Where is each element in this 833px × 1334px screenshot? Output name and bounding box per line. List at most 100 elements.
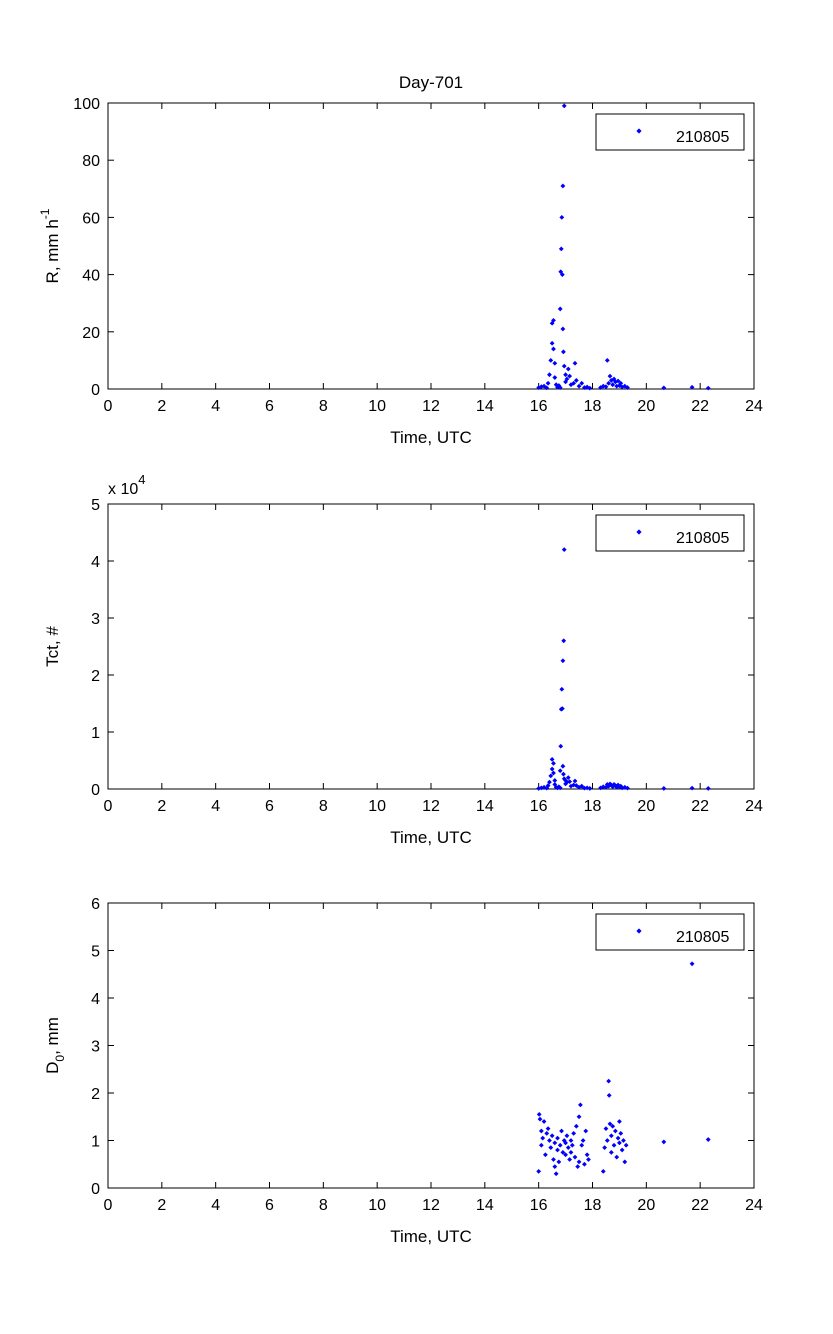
data-point bbox=[544, 1130, 550, 1136]
data-point bbox=[551, 760, 556, 766]
data-point bbox=[579, 380, 585, 386]
data-point bbox=[559, 706, 565, 712]
data-point bbox=[559, 215, 565, 220]
data-point bbox=[536, 1111, 542, 1117]
legend: 210805 bbox=[595, 913, 745, 951]
data-point bbox=[619, 1147, 625, 1153]
data-point bbox=[560, 763, 566, 769]
x-tick-label: 22 bbox=[691, 1197, 709, 1214]
x-axis-label: Time, UTC bbox=[390, 828, 472, 847]
x-tick-label: 24 bbox=[745, 798, 763, 815]
y-tick-label: 4 bbox=[91, 554, 100, 571]
x-tick-label: 4 bbox=[211, 1197, 220, 1214]
data-point bbox=[618, 380, 624, 386]
data-point bbox=[572, 1154, 578, 1160]
x-tick-label: 16 bbox=[530, 1197, 548, 1214]
data-point bbox=[572, 778, 578, 784]
x-tick-label: 0 bbox=[104, 798, 113, 815]
data-point bbox=[606, 1092, 612, 1098]
data-point bbox=[567, 779, 573, 784]
y-tick-label: 1 bbox=[91, 725, 100, 742]
x-tick-label: 14 bbox=[476, 398, 494, 415]
y-axis-label: D0, mm bbox=[43, 1017, 67, 1074]
x-tick-label: 22 bbox=[691, 398, 709, 415]
y-tick-label: 3 bbox=[91, 1039, 100, 1056]
data-point bbox=[582, 785, 587, 791]
data-point bbox=[565, 366, 571, 372]
x-tick-label: 18 bbox=[584, 398, 602, 415]
y-tick-label: 5 bbox=[91, 944, 100, 961]
x-axis-label: Time, UTC bbox=[390, 428, 472, 447]
legend-marker bbox=[636, 529, 642, 535]
x-axis-label: Time, UTC bbox=[390, 1227, 472, 1246]
y-axis-label-suffix: , mm bbox=[43, 1017, 62, 1055]
data-point bbox=[600, 1168, 606, 1174]
data-point bbox=[576, 1159, 582, 1165]
data-point bbox=[542, 1152, 548, 1158]
data-point bbox=[623, 1142, 629, 1148]
data-point bbox=[580, 1138, 586, 1143]
data-point bbox=[567, 373, 573, 379]
data-point bbox=[538, 1142, 544, 1148]
data-point bbox=[608, 1133, 614, 1139]
data-point bbox=[625, 785, 630, 791]
x-tick-label: 10 bbox=[368, 798, 386, 815]
data-point bbox=[548, 358, 554, 363]
data-point bbox=[559, 1128, 564, 1134]
data-point bbox=[607, 1121, 613, 1127]
x-tick-label: 24 bbox=[745, 398, 763, 415]
legend-marker bbox=[636, 928, 642, 934]
legend: 210805 bbox=[595, 113, 745, 151]
data-point bbox=[615, 1135, 621, 1141]
data-point bbox=[586, 1157, 591, 1162]
y-tick-label: 1 bbox=[91, 1134, 100, 1151]
x-tick-label: 20 bbox=[637, 398, 655, 415]
data-point bbox=[557, 385, 563, 390]
legend-label: 210805 bbox=[676, 929, 729, 946]
data-point bbox=[545, 380, 551, 386]
data-point bbox=[612, 1128, 618, 1134]
data-point bbox=[558, 246, 564, 252]
data-point bbox=[661, 385, 667, 391]
x-tick-label: 4 bbox=[211, 798, 220, 815]
y-tick-label: 0 bbox=[91, 382, 100, 399]
data-point bbox=[618, 1130, 624, 1136]
data-point bbox=[705, 385, 711, 391]
data-point bbox=[582, 385, 587, 390]
data-point bbox=[577, 1102, 583, 1108]
data-point bbox=[561, 547, 567, 552]
data-point bbox=[549, 766, 555, 772]
data-point bbox=[536, 1168, 542, 1174]
y-tick-label: 20 bbox=[82, 325, 100, 342]
data-point bbox=[551, 1157, 556, 1162]
x-tick-label: 10 bbox=[368, 398, 386, 415]
data-point bbox=[553, 1171, 559, 1177]
data-point bbox=[541, 1119, 547, 1124]
x-tick-label: 2 bbox=[157, 398, 166, 415]
y-tick-label: 100 bbox=[73, 96, 100, 113]
x-tick-label: 8 bbox=[319, 398, 328, 415]
data-point bbox=[561, 638, 567, 644]
y-tick-label: 0 bbox=[91, 1181, 100, 1198]
data-point bbox=[567, 1157, 573, 1162]
x-tick-label: 6 bbox=[265, 798, 274, 815]
data-point bbox=[571, 380, 577, 386]
data-point bbox=[705, 1137, 711, 1142]
data-point bbox=[689, 785, 695, 791]
data-point bbox=[556, 1159, 562, 1165]
chart-panel-1: 0 2 4 6 8 10 12 14 16 18 20 22 24020406080100Day-701… bbox=[38, 73, 763, 447]
data-point bbox=[661, 1139, 667, 1145]
data-point bbox=[568, 1138, 574, 1143]
legend-label: 210805 bbox=[676, 530, 729, 547]
y-axis-label-sub: 0 bbox=[53, 1055, 67, 1062]
data-point bbox=[552, 1140, 558, 1146]
data-point bbox=[551, 317, 556, 323]
data-point bbox=[549, 1133, 555, 1139]
data-point bbox=[538, 1128, 544, 1134]
data-point bbox=[552, 360, 558, 366]
y-axis-label-sup: -1 bbox=[38, 208, 52, 219]
x-tick-label: 18 bbox=[584, 1197, 602, 1214]
data-point bbox=[572, 360, 578, 366]
